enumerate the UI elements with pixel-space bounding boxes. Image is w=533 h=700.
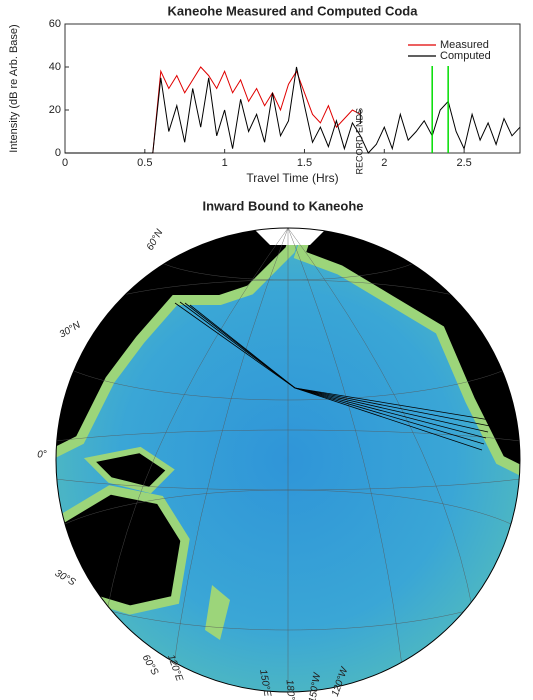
graticule-label: 30°S — [53, 568, 78, 589]
x-axis-label: Travel Time (Hrs) — [246, 171, 338, 185]
x-tick-label: 1.5 — [297, 157, 312, 169]
plot-area — [64, 23, 521, 154]
y-axis-label: Intensity (dB re Arb. Base) — [8, 24, 20, 152]
graticule-label: 30°N — [58, 319, 84, 340]
y-tick-label: 40 — [49, 61, 61, 73]
y-tick-label: 60 — [49, 18, 61, 30]
indonesia — [83, 446, 175, 494]
y-tick-label: 20 — [49, 104, 61, 116]
graticule-label: 150°E — [257, 669, 273, 698]
graticule — [56, 228, 520, 692]
graticule-label: 180° — [283, 679, 296, 700]
ray-paths — [174, 301, 491, 451]
y-tick-label: 0 — [55, 147, 61, 159]
graticule-label: 60°S — [140, 653, 161, 678]
new-zealand — [205, 585, 230, 640]
graticule-label: 60°N — [145, 227, 166, 253]
arctic — [250, 228, 330, 245]
graticule-label: 150°W — [307, 671, 323, 700]
chart-title: Kaneohe Measured and Computed Coda — [168, 3, 419, 18]
x-tick-label: 2.5 — [456, 157, 471, 169]
annotation: RECORD ENDS — [355, 108, 365, 175]
series-line — [65, 66, 521, 154]
x-tick-label: 1 — [222, 157, 228, 169]
x-tick-label: 2 — [381, 157, 387, 169]
legend-label: Computed — [440, 50, 491, 62]
globe-outline — [55, 227, 521, 693]
x-tick-label: 0 — [62, 157, 68, 169]
x-tick-label: 0.5 — [137, 157, 152, 169]
chart-title: Inward Bound to Kaneohe — [202, 198, 363, 213]
legend-label: Measured — [440, 39, 489, 51]
graticule-label: 0° — [37, 450, 47, 461]
